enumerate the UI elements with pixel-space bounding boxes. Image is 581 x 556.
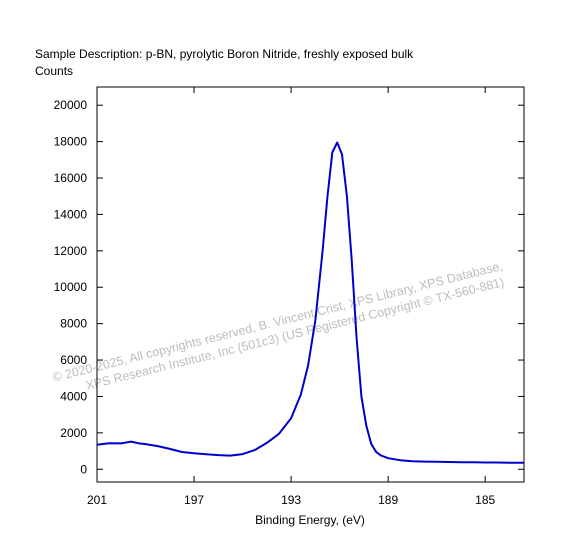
x-tick-label: 185 (475, 493, 495, 507)
x-tick-label: 193 (281, 493, 301, 507)
x-tick-label: 197 (184, 493, 204, 507)
spectrum-line (96, 141, 524, 464)
y-tick-label: 18000 (54, 135, 88, 149)
y-tick-label: 8000 (60, 317, 87, 331)
sample-description: Sample Description: p-BN, pyrolytic Boro… (35, 47, 414, 61)
y-tick-label: 0 (80, 462, 87, 476)
y-tick-label: 16000 (54, 171, 88, 185)
plot-frame (96, 86, 525, 483)
y-tick-label: 14000 (54, 207, 88, 221)
watermark-line-2: XPS Research Institute, Inc (501c3) (US … (84, 275, 505, 393)
y-tick-label: 4000 (60, 389, 87, 403)
y-axis-units-label: Counts (35, 64, 74, 78)
y-tick-label: 6000 (60, 353, 87, 367)
x-tick-label: 189 (378, 493, 398, 507)
watermark-line-1: © 2020-2025, All copyrights reserved, B.… (51, 259, 504, 385)
copyright-watermark: © 2020-2025, All copyrights reserved, B.… (51, 259, 505, 393)
x-axis-title: Binding Energy, (eV) (255, 513, 365, 527)
y-tick-label: 2000 (60, 426, 87, 440)
y-tick-label: 20000 (54, 98, 88, 112)
y-tick-label: 12000 (54, 244, 88, 258)
x-tick-label: 201 (87, 493, 107, 507)
y-tick-label: 10000 (54, 280, 88, 294)
